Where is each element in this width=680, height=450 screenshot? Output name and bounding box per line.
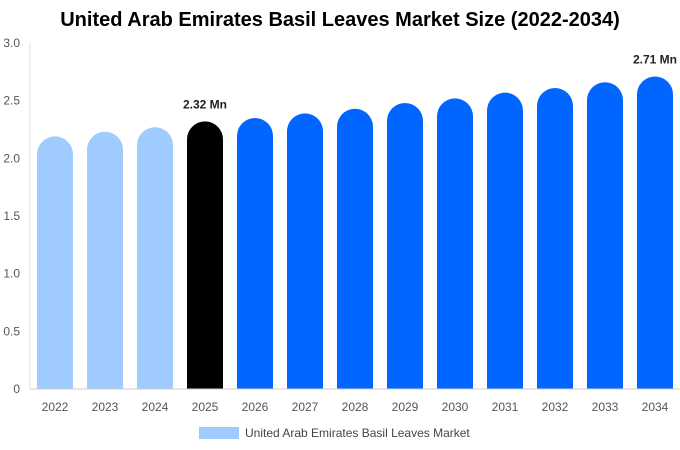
y-tick-label: 0 — [13, 382, 20, 396]
x-tick-label: 2029 — [392, 400, 419, 414]
x-tick-label: 2028 — [342, 400, 369, 414]
bar-2025 — [187, 121, 223, 389]
x-tick-label: 2024 — [142, 400, 169, 414]
x-tick-label: 2030 — [442, 400, 469, 414]
legend: United Arab Emirates Basil Leaves Market — [199, 426, 470, 440]
x-axis: 2022 2023 2024 2025 2026 2027 2028 2029 2030 2031… — [30, 388, 680, 414]
bar-2028 — [337, 108, 373, 390]
bars — [37, 76, 673, 390]
y-tick-label: 1.5 — [3, 209, 20, 223]
y-tick-label: 0.5 — [3, 324, 20, 338]
bar-2033 — [587, 82, 623, 390]
legend-swatch — [199, 427, 239, 439]
x-tick-label: 2034 — [642, 400, 669, 414]
data-label-2025: 2.32 Mn — [183, 97, 227, 111]
x-tick-label: 2031 — [492, 400, 519, 414]
y-tick-label: 3.0 — [3, 36, 20, 50]
data-label-2034: 2.71 Mn — [633, 52, 677, 66]
x-tick-label: 2022 — [42, 400, 69, 414]
x-tick-label: 2026 — [242, 400, 269, 414]
bar-2026 — [237, 117, 273, 389]
bar-2023 — [87, 131, 123, 389]
y-tick-label: 2.5 — [3, 94, 20, 108]
y-axis: 0 0.5 1.0 1.5 2.0 2.5 3.0 — [3, 36, 31, 396]
y-tick-label: 1.0 — [3, 267, 20, 281]
bar-2022 — [37, 136, 73, 389]
bar-2031 — [487, 92, 523, 390]
x-tick-label: 2023 — [92, 400, 119, 414]
data-labels: 2.32 Mn 2.71 Mn — [183, 52, 677, 111]
x-tick-label: 2032 — [542, 400, 569, 414]
bar-2034 — [637, 76, 673, 390]
x-tick-label: 2025 — [192, 400, 219, 414]
bar-2030 — [437, 98, 473, 390]
y-tick-label: 2.0 — [3, 151, 20, 165]
bar-2029 — [387, 102, 423, 390]
x-tick-label: 2027 — [292, 400, 319, 414]
bar-2032 — [537, 87, 573, 389]
legend-label: United Arab Emirates Basil Leaves Market — [245, 426, 470, 440]
bar-2027 — [287, 113, 323, 390]
chart-title: United Arab Emirates Basil Leaves Market… — [60, 9, 620, 31]
bar-2024 — [137, 127, 173, 390]
x-tick-label: 2033 — [592, 400, 619, 414]
